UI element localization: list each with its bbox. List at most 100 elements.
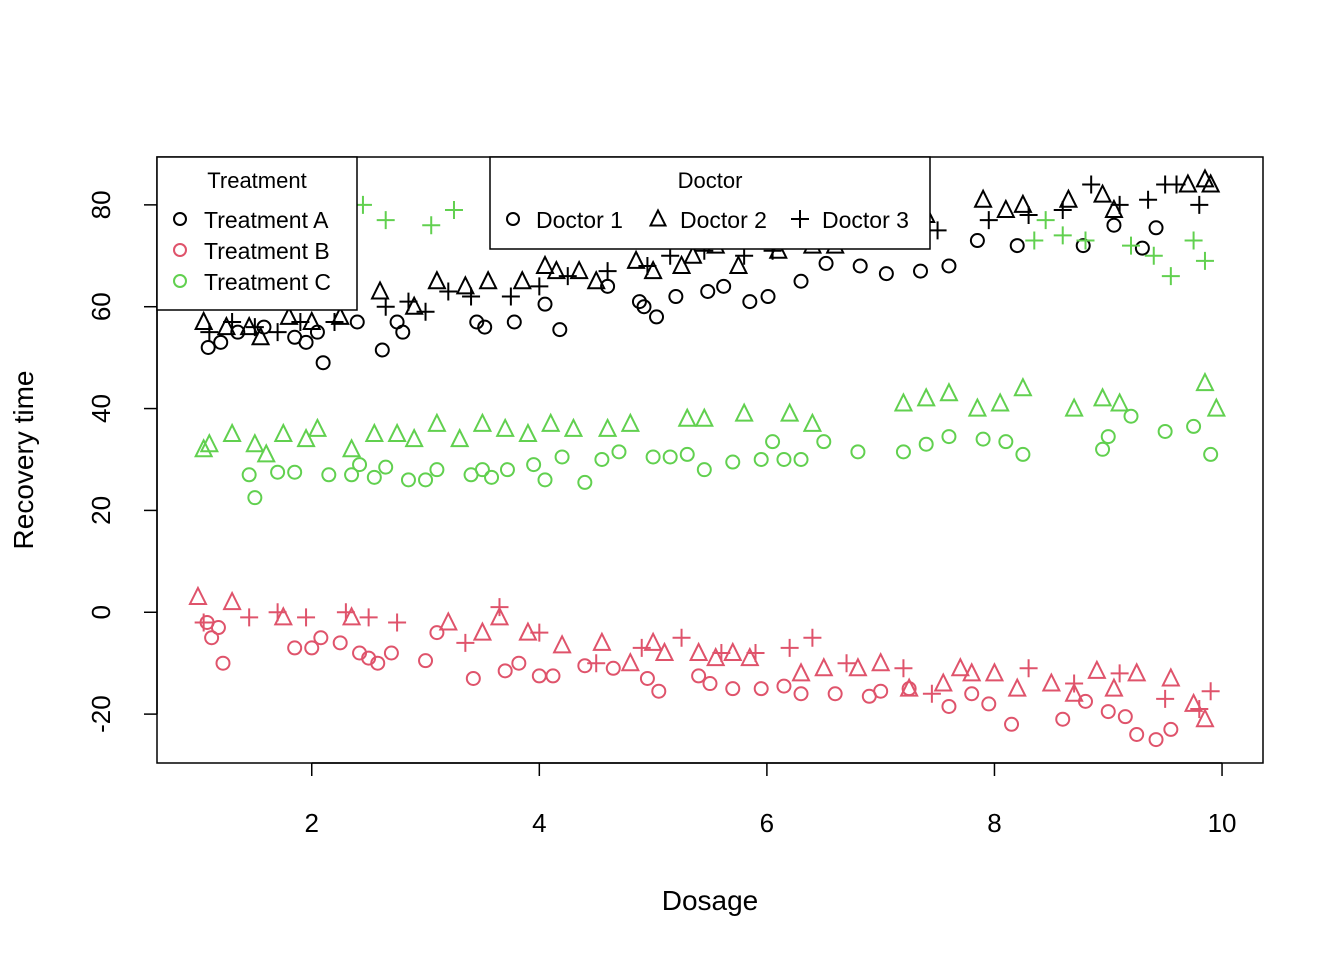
series-5 xyxy=(194,598,1220,719)
data-point xyxy=(418,472,434,488)
x-tick-label: 4 xyxy=(532,808,546,838)
data-point xyxy=(662,449,678,465)
y-tick-label: -20 xyxy=(86,695,116,733)
data-point xyxy=(450,427,470,448)
data-point xyxy=(204,630,220,646)
data-point xyxy=(245,432,265,453)
data-point xyxy=(501,287,520,306)
data-point xyxy=(416,302,435,321)
data-point xyxy=(541,412,561,432)
data-point xyxy=(645,449,661,465)
legend-doctor-1-label: Doctor 1 xyxy=(536,207,623,233)
data-point xyxy=(598,262,617,281)
data-point xyxy=(270,464,286,480)
data-point xyxy=(1009,238,1025,254)
data-point xyxy=(344,467,360,483)
data-point xyxy=(1053,226,1072,245)
data-point xyxy=(878,266,894,282)
data-point xyxy=(1161,667,1181,687)
data-point xyxy=(336,603,355,622)
series-3 xyxy=(199,614,1179,748)
data-point xyxy=(827,686,843,702)
data-point xyxy=(939,382,959,402)
data-point xyxy=(683,244,703,264)
data-point xyxy=(1201,682,1220,701)
data-point xyxy=(1195,251,1214,270)
data-point xyxy=(661,246,680,265)
x-tick-label: 8 xyxy=(987,808,1001,838)
legend-doctor-2-label: Doctor 2 xyxy=(680,207,767,233)
data-point xyxy=(499,462,515,478)
data-point xyxy=(1190,195,1209,214)
data-point xyxy=(577,658,593,674)
y-tick-label: 20 xyxy=(86,496,116,525)
data-point xyxy=(725,454,741,470)
data-point xyxy=(364,422,384,443)
data-point xyxy=(631,294,647,310)
x-axis: 2 4 6 8 10 xyxy=(305,762,1236,838)
data-point xyxy=(268,603,287,622)
data-point xyxy=(199,432,219,453)
data-point xyxy=(803,628,822,647)
data-point xyxy=(1025,231,1044,250)
data-point xyxy=(894,659,913,678)
data-point xyxy=(691,668,707,684)
data-point xyxy=(1075,238,1091,254)
data-point xyxy=(1117,709,1133,725)
x-tick-label: 2 xyxy=(305,808,319,838)
data-point xyxy=(422,216,441,235)
data-point xyxy=(465,670,481,686)
legend-treatment-b-marker xyxy=(173,243,187,257)
data-point xyxy=(489,606,510,626)
data-point xyxy=(1190,700,1209,719)
legend-doctor-box xyxy=(489,156,931,250)
y-tick-label: 0 xyxy=(86,605,116,619)
data-point xyxy=(427,270,447,290)
data-point xyxy=(321,467,337,483)
data-point xyxy=(941,698,957,714)
data-point xyxy=(990,392,1010,412)
data-point xyxy=(696,462,712,478)
data-point xyxy=(512,270,532,290)
data-point xyxy=(388,613,407,632)
data-point xyxy=(325,312,344,331)
data-point xyxy=(1100,429,1116,445)
data-point xyxy=(256,443,276,463)
data-point xyxy=(852,258,868,274)
data-point xyxy=(1122,236,1141,255)
legend-treatment-box xyxy=(156,156,358,311)
data-point xyxy=(1144,246,1163,265)
legend-doctor-2-marker xyxy=(648,208,668,227)
data-point xyxy=(677,407,697,427)
data-point xyxy=(626,249,646,269)
data-point xyxy=(706,646,726,667)
data-point xyxy=(632,638,651,657)
data-point xyxy=(1201,173,1221,193)
data-point xyxy=(1064,682,1084,702)
data-point xyxy=(537,472,553,488)
data-point xyxy=(456,633,475,652)
data-point xyxy=(979,211,998,230)
data-point xyxy=(716,278,732,294)
data-point xyxy=(478,270,498,290)
data-point xyxy=(1161,267,1180,286)
data-point xyxy=(330,305,350,325)
data-point xyxy=(1076,231,1095,250)
data-point xyxy=(462,287,481,306)
data-point xyxy=(689,641,709,662)
data-point xyxy=(438,611,458,631)
data-point xyxy=(1129,726,1145,742)
data-point xyxy=(816,434,832,450)
data-point xyxy=(941,258,957,274)
data-point xyxy=(871,651,891,672)
legend-doctor-1-marker xyxy=(506,212,520,226)
data-point xyxy=(1123,408,1139,424)
series-4 xyxy=(188,585,1215,728)
data-point xyxy=(694,407,714,427)
data-points xyxy=(188,168,1226,748)
data-point xyxy=(1110,392,1130,412)
data-point xyxy=(497,663,513,679)
data-point xyxy=(735,246,754,265)
data-point xyxy=(1015,446,1031,462)
y-axis-label: Recovery time xyxy=(8,371,39,550)
